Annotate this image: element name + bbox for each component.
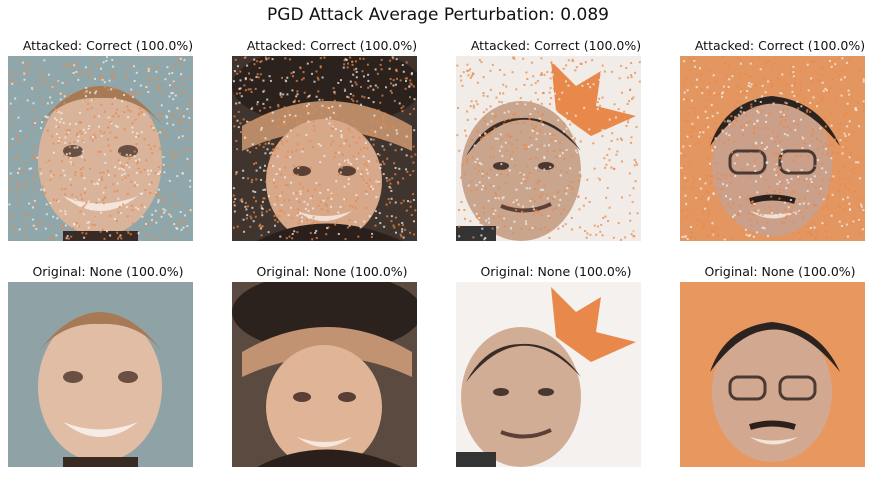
perturbation-noise <box>680 56 865 241</box>
panel-title: Attacked: Correct (100.0%) <box>246 38 418 53</box>
face-image-attacked <box>232 56 417 241</box>
panel-title: Original: None (100.0%) <box>32 264 184 279</box>
panel-title: Original: None (100.0%) <box>704 264 856 279</box>
face-image-original <box>8 282 193 467</box>
panel-title: Attacked: Correct (100.0%) <box>22 38 194 53</box>
perturbation-noise <box>232 56 417 241</box>
panel-title: Original: None (100.0%) <box>480 264 632 279</box>
face-image-original <box>232 282 417 467</box>
face-image-attacked <box>8 56 193 241</box>
figure-title: PGD Attack Average Perturbation: 0.089 <box>267 5 609 25</box>
face-image-original <box>680 282 865 467</box>
panel-title: Attacked: Correct (100.0%) <box>694 38 866 53</box>
face-image-attacked <box>456 56 641 241</box>
perturbation-noise <box>8 56 193 241</box>
panel-title: Original: None (100.0%) <box>256 264 408 279</box>
panel-title: Attacked: Correct (100.0%) <box>470 38 642 53</box>
face-image-original <box>456 282 641 467</box>
face-image-attacked <box>680 56 865 241</box>
perturbation-noise <box>456 56 641 241</box>
